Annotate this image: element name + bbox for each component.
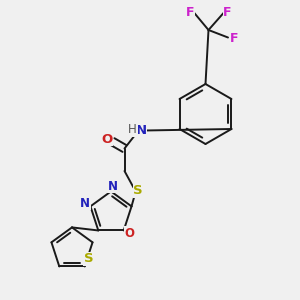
Text: O: O	[101, 133, 113, 146]
Text: N: N	[108, 179, 118, 193]
Text: H: H	[128, 123, 137, 136]
Text: N: N	[80, 197, 90, 210]
Text: O: O	[124, 227, 134, 240]
Text: F: F	[223, 5, 232, 19]
Text: S: S	[133, 184, 143, 197]
Text: S: S	[84, 252, 93, 266]
Text: N: N	[135, 124, 147, 137]
Text: F: F	[230, 32, 239, 46]
Text: F: F	[186, 5, 194, 19]
